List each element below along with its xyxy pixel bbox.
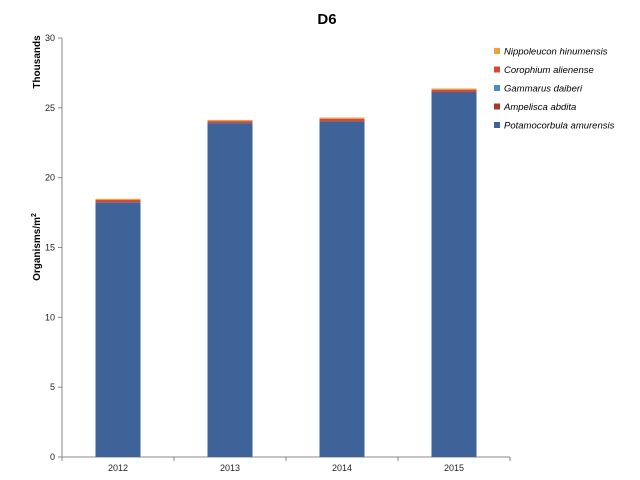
legend-label: Corophium alienense	[504, 65, 594, 76]
bar-segment	[431, 88, 477, 90]
x-tick-label: 2013	[220, 463, 240, 473]
chart-title: D6	[317, 11, 336, 28]
y-tick-label: 0	[50, 452, 55, 462]
y-axis-label-superscript: 2	[31, 213, 38, 217]
x-tick-label: 2015	[444, 463, 464, 473]
legend-label: Gammarus daiberi	[504, 84, 583, 95]
y-unit-label: Thousands	[32, 35, 43, 89]
bar-segment	[95, 202, 141, 457]
bar-segment	[431, 92, 477, 457]
y-axis-label-text: Organisms/m	[32, 217, 43, 281]
y-tick-label: 15	[45, 243, 55, 253]
bar-segment	[319, 117, 365, 119]
bar-segment	[95, 200, 141, 203]
plot-area: 0 5 10 15 20 25 30 2012 2013 2014 2015	[45, 33, 511, 473]
bar-segment	[207, 123, 253, 458]
bar-segment	[431, 89, 477, 92]
y-tick-label: 30	[45, 33, 55, 43]
bar-segment	[207, 119, 253, 122]
bar-segment	[319, 118, 365, 121]
x-tick-label: 2012	[108, 463, 128, 473]
legend-swatch	[494, 122, 500, 128]
y-tick-label: 20	[45, 173, 55, 183]
legend-swatch	[494, 66, 500, 73]
bar-segment	[95, 198, 141, 201]
legend-label: Nippoleucon hinumensis	[504, 47, 608, 58]
y-tick-label: 25	[45, 103, 55, 113]
legend: Nippoleucon hinumensis Corophium alienens…	[494, 47, 615, 132]
legend-swatch	[494, 48, 500, 54]
y-tick-label: 5	[50, 382, 55, 392]
y-axis-label: Organisms/m2	[31, 213, 43, 281]
x-tick-label: 2014	[332, 463, 352, 473]
bar-segment	[207, 121, 253, 123]
bar-segment	[319, 120, 365, 122]
legend-label: Ampelisca abdita	[503, 102, 576, 113]
y-tick-label: 10	[45, 312, 55, 322]
legend-label: Potamocorbula amurensis	[504, 121, 615, 132]
bar-segment	[319, 121, 365, 458]
legend-swatch	[494, 103, 500, 110]
legend-swatch	[494, 85, 500, 91]
